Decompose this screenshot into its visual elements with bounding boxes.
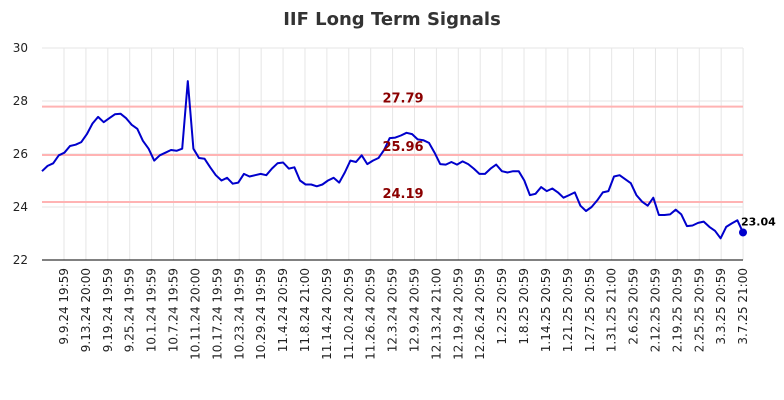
reference-line-label: 25.96 <box>382 140 423 155</box>
x-tick-label: 10.11.24 20:00 <box>188 268 202 360</box>
y-tick-label: 28 <box>13 94 28 108</box>
x-tick-label: 11.20.24 20:59 <box>342 268 356 360</box>
x-tick-label: 11.14.24 20:59 <box>320 268 334 360</box>
x-tick-label: 10.17.24 19:59 <box>210 268 224 360</box>
x-tick-label: 2.6.25 20:59 <box>627 268 641 345</box>
last-point-marker <box>739 228 747 237</box>
x-tick-label: 9.9.24 19:59 <box>57 268 71 345</box>
series-layer <box>41 80 747 240</box>
x-tick-label: 2.19.25 20:59 <box>670 268 684 352</box>
x-tick-label: 2.25.25 20:59 <box>692 268 706 352</box>
x-tick-label: 1.2.25 20:59 <box>495 268 509 345</box>
chart-title: IIF Long Term Signals <box>283 9 501 30</box>
x-tick-label: 12.13.24 21:00 <box>429 268 443 360</box>
x-tick-label: 11.8.24 21:00 <box>298 268 312 352</box>
x-tick-label: 1.21.25 20:59 <box>561 268 575 352</box>
x-tick-label: 11.4.24 20:59 <box>276 268 290 352</box>
y-tick-label: 26 <box>13 147 28 161</box>
x-tick-label: 10.29.24 19:59 <box>254 268 268 360</box>
x-tick-label: 9.25.24 19:59 <box>123 268 137 352</box>
label-layer: 27.79 25.96 24.19 23.04 <box>382 92 776 229</box>
y-tick-label: 22 <box>13 253 28 267</box>
x-tick-label: 10.7.24 19:59 <box>167 268 181 352</box>
grid-layer <box>42 47 744 261</box>
y-tick-label: 30 <box>13 41 28 55</box>
reference-line-label: 24.19 <box>382 187 423 202</box>
x-tick-label: 12.9.24 20:59 <box>408 268 422 352</box>
x-tick-label: 11.26.24 20:59 <box>364 268 378 360</box>
x-tick-label: 3.7.25 21:00 <box>736 268 750 345</box>
x-tick-label: 12.26.24 20:59 <box>473 268 487 360</box>
x-tick-label: 10.1.24 19:59 <box>145 268 159 352</box>
last-point-label: 23.04 <box>741 215 776 228</box>
x-tick-label: 10.23.24 19:59 <box>232 268 246 360</box>
reference-line-label: 27.79 <box>382 92 423 107</box>
x-tick-label: 12.3.24 20:59 <box>386 268 400 352</box>
x-tick-label: 9.13.24 20:00 <box>79 268 93 352</box>
y-tick-label: 24 <box>13 200 28 214</box>
axis-layer: 22 24 26 28 30 9.9.24 19:59 9.13.24 20:00 9.19.… <box>13 41 750 360</box>
x-tick-label: 1.31.25 21:00 <box>605 268 619 352</box>
x-tick-label: 9.19.24 19:59 <box>101 268 115 352</box>
x-tick-label: 1.14.25 20:59 <box>539 268 553 352</box>
series-line <box>41 80 744 240</box>
x-tick-label: 3.3.25 20:59 <box>714 268 728 345</box>
x-tick-label: 2.12.25 20:59 <box>648 268 662 352</box>
x-tick-label: 1.8.25 20:59 <box>517 268 531 345</box>
x-tick-label: 12.19.24 20:59 <box>451 268 465 360</box>
x-tick-label: 1.27.25 20:59 <box>583 268 597 352</box>
